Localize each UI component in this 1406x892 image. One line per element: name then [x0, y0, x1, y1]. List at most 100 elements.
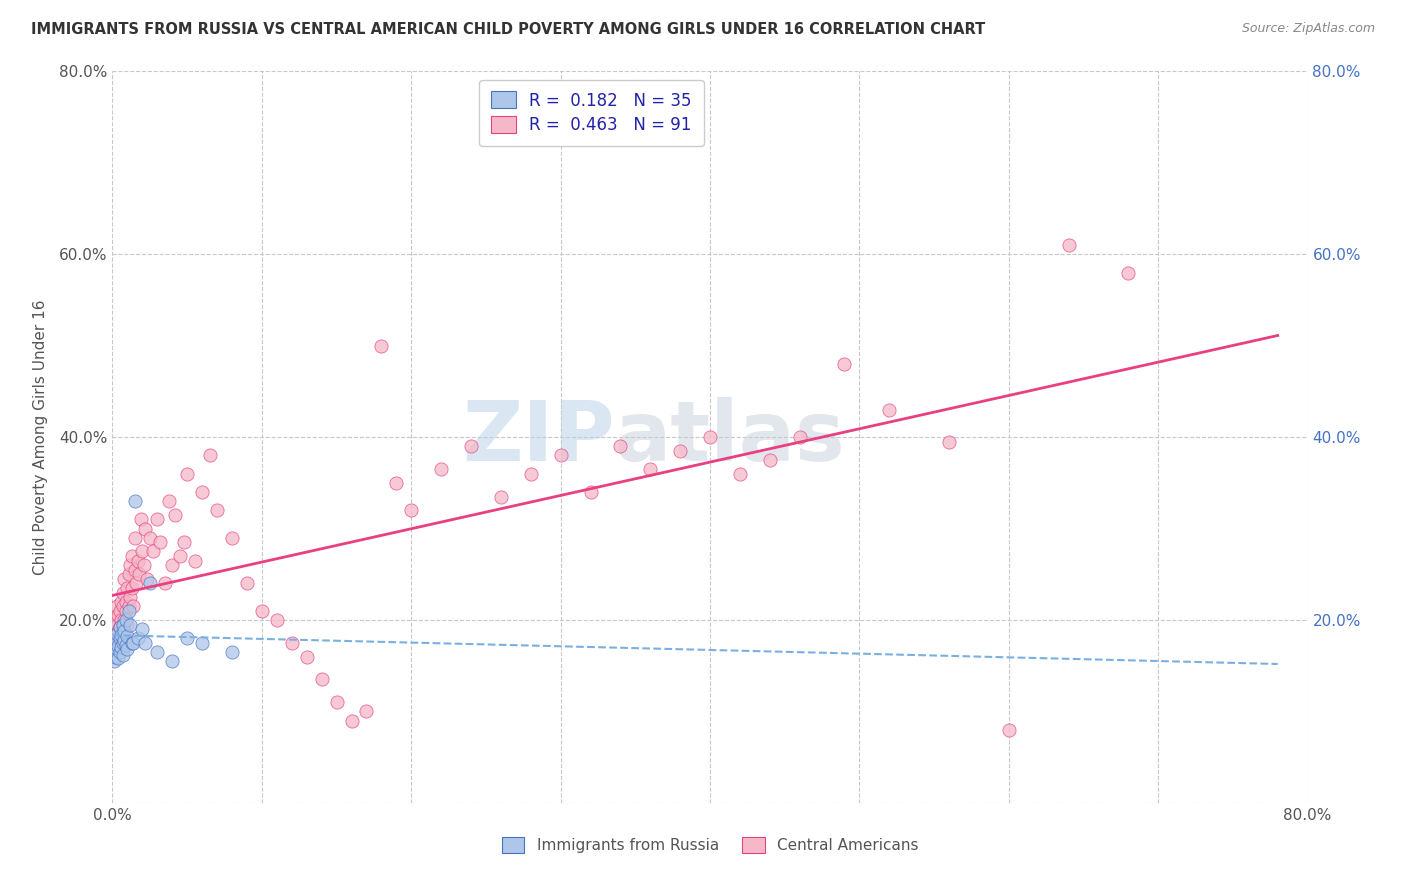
Point [103, 617, 125, 632]
Point [110, 613, 132, 627]
Point [107, 624, 129, 638]
Point [122, 599, 145, 614]
Point [135, 572, 157, 586]
Point [134, 636, 156, 650]
Point [124, 563, 146, 577]
Point [191, 485, 214, 500]
Point [132, 558, 155, 573]
Point [127, 632, 149, 646]
Point [460, 439, 482, 453]
Point [121, 636, 143, 650]
Point [121, 581, 143, 595]
Point [110, 594, 132, 608]
Point [117, 581, 139, 595]
Point [117, 629, 139, 643]
Point [105, 617, 128, 632]
Point [125, 576, 148, 591]
Point [124, 494, 146, 508]
Point [131, 622, 153, 636]
Point [122, 636, 145, 650]
Point [640, 462, 662, 476]
Point [103, 654, 125, 668]
Point [191, 636, 214, 650]
Point [250, 604, 273, 618]
Point [111, 617, 134, 632]
Point [236, 576, 259, 591]
Y-axis label: Child Poverty Among Girls Under 16: Child Poverty Among Girls Under 16 [32, 300, 48, 574]
Point [111, 648, 134, 662]
Point [385, 475, 408, 490]
Point [115, 594, 138, 608]
Point [579, 485, 602, 500]
Point [118, 604, 141, 618]
Point [325, 695, 347, 709]
Point [221, 531, 243, 545]
Point [105, 642, 128, 657]
Point [117, 642, 139, 657]
Point [699, 430, 721, 444]
Point [115, 604, 138, 618]
Point [1057, 238, 1080, 252]
Point [221, 645, 243, 659]
Point [118, 567, 141, 582]
Point [121, 549, 143, 563]
Point [1118, 266, 1140, 280]
Point [127, 553, 149, 567]
Point [131, 544, 153, 558]
Point [114, 626, 135, 640]
Point [669, 443, 692, 458]
Point [879, 402, 901, 417]
Point [176, 632, 198, 646]
Point [107, 636, 129, 650]
Point [105, 626, 128, 640]
Point [114, 572, 135, 586]
Point [146, 512, 169, 526]
Point [789, 430, 811, 444]
Point [165, 508, 187, 522]
Point [183, 553, 205, 567]
Point [110, 626, 132, 640]
Point [108, 620, 131, 634]
Point [124, 531, 146, 545]
Point [111, 599, 134, 614]
Point [104, 613, 127, 627]
Point [118, 599, 141, 614]
Point [205, 503, 228, 517]
Point [401, 503, 423, 517]
Point [120, 558, 142, 573]
Point [430, 462, 453, 476]
Point [105, 599, 128, 614]
Point [998, 723, 1021, 737]
Point [938, 434, 960, 449]
Point [311, 673, 333, 687]
Point [139, 576, 162, 591]
Point [370, 338, 392, 352]
Point [108, 645, 131, 659]
Point [162, 654, 183, 668]
Point [103, 636, 125, 650]
Point [114, 624, 135, 638]
Point [108, 620, 131, 634]
Point [115, 613, 138, 627]
Point [107, 651, 129, 665]
Point [128, 567, 150, 582]
Point [120, 590, 142, 604]
Point [169, 549, 191, 563]
Point [107, 639, 129, 653]
Point [295, 649, 318, 664]
Point [110, 640, 132, 655]
Point [104, 626, 127, 640]
Legend: Immigrants from Russia, Central Americans: Immigrants from Russia, Central American… [494, 830, 927, 861]
Point [111, 636, 134, 650]
Point [134, 521, 156, 535]
Point [157, 494, 180, 508]
Point [340, 714, 363, 728]
Point [115, 638, 138, 652]
Point [104, 640, 127, 655]
Point [266, 613, 288, 627]
Point [489, 490, 512, 504]
Point [111, 585, 134, 599]
Point [759, 453, 782, 467]
Point [609, 439, 631, 453]
Point [162, 558, 183, 573]
